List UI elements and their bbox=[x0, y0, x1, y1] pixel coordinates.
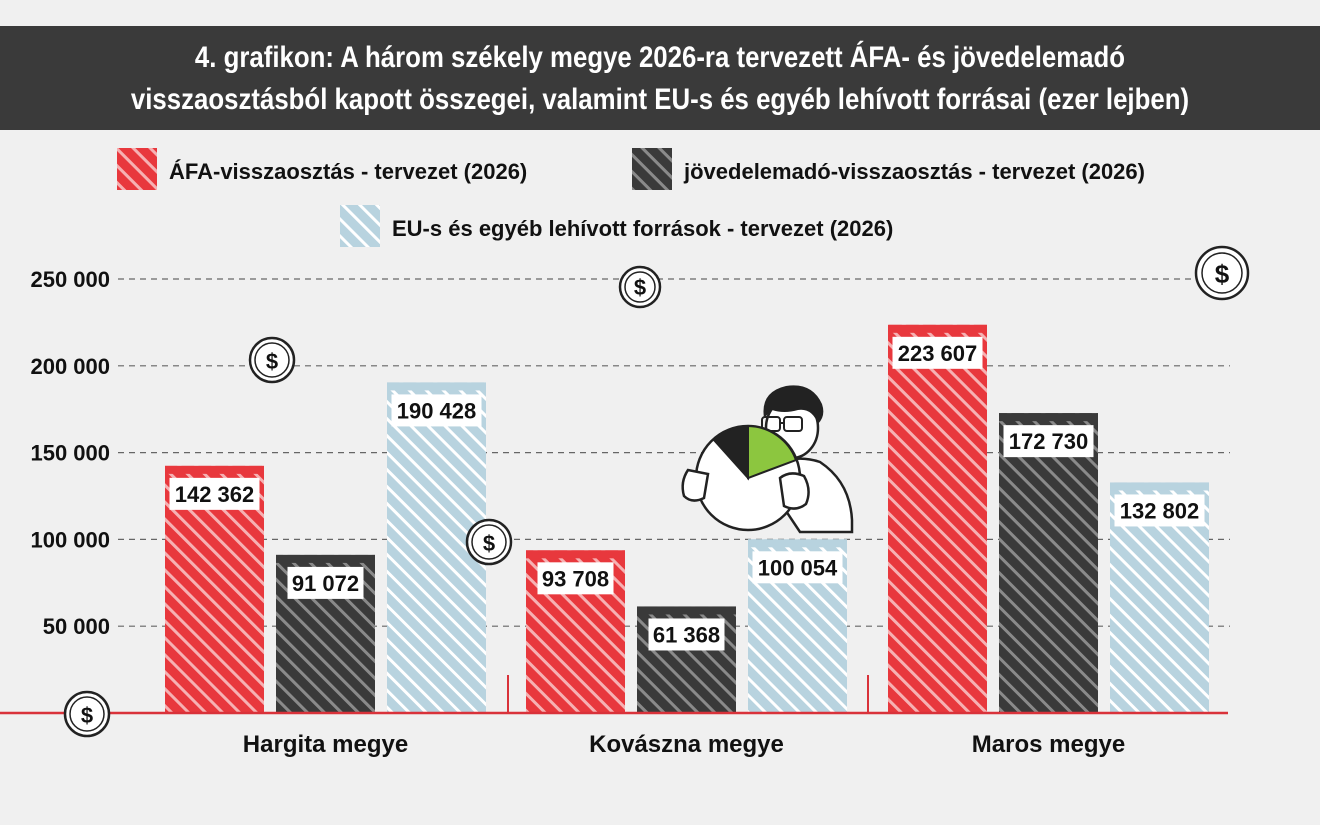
value-label-box bbox=[169, 477, 260, 510]
y-tick-label: 100 000 bbox=[30, 527, 110, 552]
bar-cap bbox=[999, 413, 1098, 422]
y-tick-label: 50 000 bbox=[43, 614, 110, 639]
bar-cap bbox=[888, 324, 987, 333]
bar-value-label: 91 072 bbox=[292, 571, 359, 596]
bar bbox=[888, 324, 987, 713]
bar bbox=[999, 413, 1098, 713]
bar-value-labels: 142 362 93 708 223 607 91 072 61 368 172 730 1… bbox=[169, 336, 1205, 651]
bar-cap bbox=[1110, 482, 1209, 491]
x-category-label: Hargita megye bbox=[243, 731, 408, 758]
dollar-coin-icon: $ bbox=[63, 690, 111, 738]
legend-swatch-eu bbox=[340, 205, 380, 247]
bar-cap bbox=[637, 606, 736, 615]
dollar-coin-icon: $ bbox=[618, 265, 662, 309]
chart-title-line-2: visszaosztásból kapott összegei, valamin… bbox=[130, 83, 1190, 116]
bar-value-label: 142 362 bbox=[175, 482, 255, 507]
bar-cap bbox=[276, 554, 375, 563]
value-label-box bbox=[648, 618, 725, 651]
value-label-box bbox=[1003, 425, 1094, 458]
x-category-label: Maros megye bbox=[972, 731, 1125, 758]
bar-value-label: 190 428 bbox=[397, 398, 477, 423]
value-label-box bbox=[537, 562, 614, 595]
value-label-box bbox=[1114, 494, 1205, 527]
bars bbox=[165, 324, 1209, 713]
chart-title-line-1: 4. grafikon: A három székely megye 2026-… bbox=[194, 41, 1126, 74]
y-tick-label: 200 000 bbox=[30, 354, 110, 379]
bar-value-label: 61 368 bbox=[653, 622, 720, 647]
bar-cap bbox=[526, 550, 625, 559]
legend-label-afa: ÁFA-visszaosztás - tervezet (2026) bbox=[169, 159, 527, 184]
dollar-coin-icon: $ bbox=[248, 336, 296, 384]
value-label-box bbox=[752, 551, 843, 584]
value-label-box bbox=[287, 566, 364, 599]
dollar-coin-icon: $ bbox=[465, 518, 513, 566]
y-tick-label: 150 000 bbox=[30, 441, 110, 466]
svg-text:$: $ bbox=[1215, 259, 1230, 289]
legend-label-jovedelemado: jövedelemadó-visszaosztás - tervezet (20… bbox=[683, 159, 1145, 184]
bar-cap bbox=[165, 465, 264, 474]
bar-value-label: 223 607 bbox=[898, 341, 978, 366]
legend-swatch-jovedelemado bbox=[632, 148, 672, 190]
bar-cap bbox=[387, 382, 486, 391]
title-bar: 4. grafikon: A három székely megye 2026-… bbox=[0, 26, 1320, 130]
value-label-box bbox=[892, 336, 983, 369]
x-axis-categories: Hargita megye Kovászna megye Maros megye bbox=[243, 731, 1125, 758]
value-label-box bbox=[391, 394, 482, 427]
y-axis-ticks: 50 000 100 000 150 000 200 000 250 000 bbox=[30, 267, 110, 639]
x-category-label: Kovászna megye bbox=[589, 731, 784, 758]
svg-text:$: $ bbox=[483, 531, 495, 556]
bar-value-label: 93 708 bbox=[542, 566, 609, 591]
bar-value-label: 172 730 bbox=[1009, 429, 1089, 454]
svg-text:$: $ bbox=[81, 703, 93, 728]
legend-swatch-afa bbox=[117, 148, 157, 190]
x-axis bbox=[0, 675, 1228, 715]
bar-cap bbox=[748, 539, 847, 548]
bar-value-label: 100 054 bbox=[758, 555, 838, 580]
bar-value-label: 132 802 bbox=[1120, 498, 1200, 523]
y-tick-label: 250 000 bbox=[30, 267, 110, 292]
legend-label-eu: EU-s és egyéb lehívott források - tervez… bbox=[392, 216, 893, 241]
dollar-coin-icon: $ bbox=[1194, 245, 1250, 301]
legend: ÁFA-visszaosztás - tervezet (2026) jöved… bbox=[117, 148, 1145, 247]
person-with-pie-chart-illustration bbox=[681, 385, 854, 534]
svg-text:$: $ bbox=[266, 349, 278, 374]
svg-text:$: $ bbox=[634, 275, 646, 300]
